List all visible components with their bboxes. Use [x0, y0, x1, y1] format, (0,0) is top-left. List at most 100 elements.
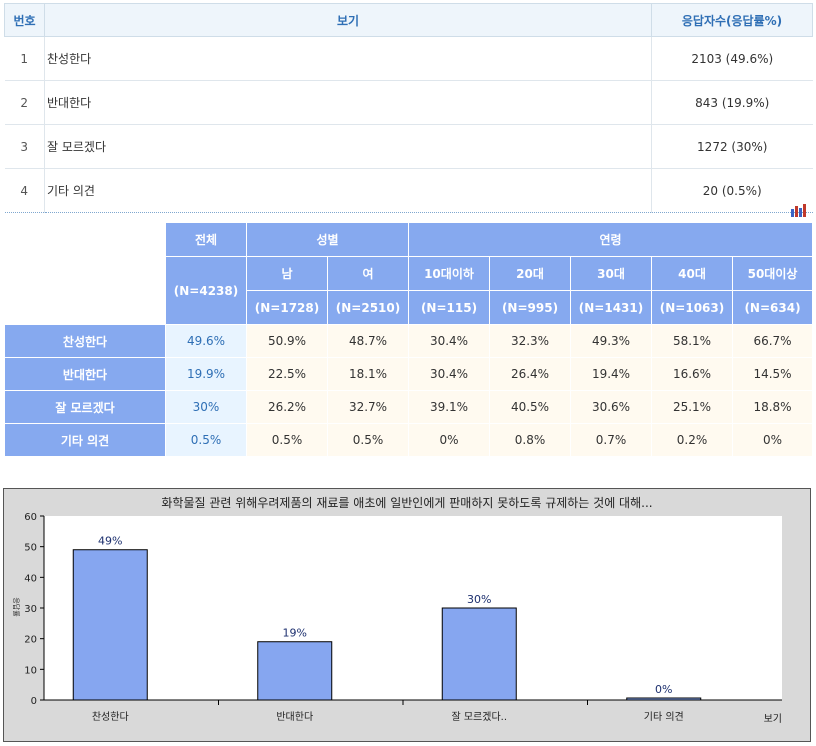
cell-total: 30% — [165, 390, 247, 424]
col-n: (N=995) — [489, 290, 571, 325]
survey-table-header: 번호 보기 응답자수(응답률%) — [4, 3, 813, 37]
col-n: (N=1063) — [651, 290, 733, 325]
row-option: 찬성한다 — [44, 36, 652, 81]
bar-data-label: 30% — [467, 593, 491, 606]
bar-chart: 화학물질 관련 위해우려제품의 재료를 애초에 일반인에게 판매하지 못하도록 … — [12, 496, 782, 725]
cell: 30.4% — [408, 324, 490, 358]
row-option: 반대한다 — [44, 80, 652, 125]
x-tick-label: 잘 모르겠다.. — [451, 711, 507, 723]
cell-total: 0.5% — [165, 423, 247, 457]
table-row: 3 잘 모르겠다 1272 (30%) — [4, 124, 813, 169]
x-tick-label: 찬성한다 — [92, 711, 129, 723]
col-label: 20대 — [489, 256, 571, 291]
y-tick-label: 60 — [24, 512, 37, 523]
row-label: 반대한다 — [4, 357, 166, 391]
crosstab-row: 잘 모르겠다 30% 26.2% 32.7% 39.1% 40.5% 30.6%… — [4, 390, 814, 424]
cell: 0% — [731, 423, 814, 457]
row-option: 기타 의견 — [44, 168, 652, 213]
crosstab-row: 반대한다 19.9% 22.5% 18.1% 30.4% 26.4% 19.4%… — [4, 357, 814, 391]
cell: 58.1% — [651, 324, 733, 358]
row-label: 기타 의견 — [4, 423, 166, 457]
cell: 25.1% — [651, 390, 733, 424]
table-row: 4 기타 의견 20 (0.5%) — [4, 168, 813, 213]
y-axis-label: 응답률 — [12, 597, 21, 617]
col-n: (N=1728) — [246, 290, 328, 325]
cell: 19.4% — [570, 357, 652, 391]
y-tick-label: 10 — [24, 665, 37, 676]
cell: 22.5% — [246, 357, 328, 391]
cell: 50.9% — [246, 324, 328, 358]
bar — [626, 697, 702, 701]
y-tick-label: 50 — [24, 543, 37, 554]
row-number: 4 — [4, 168, 45, 213]
cell-total: 19.9% — [165, 357, 247, 391]
col-label: 10대이하 — [408, 256, 490, 291]
table-row: 1 찬성한다 2103 (49.6%) — [4, 36, 813, 81]
cell: 49.3% — [570, 324, 652, 358]
bar-data-label: 19% — [283, 627, 307, 640]
cell: 0.5% — [246, 423, 328, 457]
bar-chart-icon[interactable] — [790, 203, 808, 217]
bar — [72, 549, 148, 701]
cell: 48.7% — [327, 324, 409, 358]
row-count: 20 (0.5%) — [651, 168, 813, 213]
cell: 0.7% — [570, 423, 652, 457]
total-header: 전체 — [165, 222, 247, 257]
cell: 39.1% — [408, 390, 490, 424]
col-label: 40대 — [651, 256, 733, 291]
row-number: 2 — [4, 80, 45, 125]
row-number: 3 — [4, 124, 45, 169]
bar-data-label: 49% — [98, 535, 122, 548]
cell: 18.1% — [327, 357, 409, 391]
cell: 18.8% — [731, 390, 814, 424]
age-header: 연령 — [407, 222, 814, 257]
col-label: 여 — [327, 256, 409, 291]
cell: 30.4% — [408, 357, 490, 391]
cell: 0% — [408, 423, 490, 457]
col-n: (N=1431) — [570, 290, 652, 325]
col-n: (N=634) — [731, 290, 814, 325]
crosstab-table: 전체 성별 연령 (N=4238) 남 여 10대이하 20대 30대 40대 … — [4, 222, 814, 457]
bar — [441, 607, 517, 701]
chart-title: 화학물질 관련 위해우려제품의 재료를 애초에 일반인에게 판매하지 못하도록 … — [161, 496, 652, 510]
header-count: 응답자수(응답률%) — [651, 3, 813, 37]
row-count: 843 (19.9%) — [651, 80, 813, 125]
cell: 0.5% — [327, 423, 409, 457]
x-tick-label: 기타 의견 — [644, 711, 684, 723]
cell: 32.7% — [327, 390, 409, 424]
row-label: 잘 모르겠다 — [4, 390, 166, 424]
plot-area — [44, 516, 782, 700]
survey-result-table: 번호 보기 응답자수(응답률%) 1 찬성한다 2103 (49.6%) 2 반… — [4, 3, 813, 213]
cell: 32.3% — [489, 324, 571, 358]
cell: 40.5% — [489, 390, 571, 424]
cell: 0.8% — [489, 423, 571, 457]
table-row: 2 반대한다 843 (19.9%) — [4, 80, 813, 125]
cell: 30.6% — [570, 390, 652, 424]
y-tick-label: 20 — [24, 635, 37, 646]
y-tick-label: 40 — [24, 573, 37, 584]
col-n: (N=2510) — [327, 290, 409, 325]
header-option: 보기 — [44, 3, 652, 37]
col-label: 남 — [246, 256, 328, 291]
chart-bars — [72, 549, 702, 701]
crosstab-row: 기타 의견 0.5% 0.5% 0.5% 0% 0.8% 0.7% 0.2% 0… — [4, 423, 814, 457]
col-n: (N=115) — [408, 290, 490, 325]
row-label: 찬성한다 — [4, 324, 166, 358]
cell: 14.5% — [731, 357, 814, 391]
col-label: 50대이상 — [731, 256, 814, 291]
x-axis-label: 보기 — [764, 713, 782, 725]
crosstab-row: 찬성한다 49.6% 50.9% 48.7% 30.4% 32.3% 49.3%… — [4, 324, 814, 358]
row-count: 2103 (49.6%) — [651, 36, 813, 81]
x-tick-label: 반대한다 — [276, 711, 313, 723]
col-label: 30대 — [570, 256, 652, 291]
gender-header: 성별 — [246, 222, 409, 257]
header-number: 번호 — [4, 3, 45, 37]
cell: 0.2% — [651, 423, 733, 457]
row-number: 1 — [4, 36, 45, 81]
cell-total: 49.6% — [165, 324, 247, 358]
cell: 16.6% — [651, 357, 733, 391]
y-tick-label: 30 — [24, 604, 37, 615]
row-count: 1272 (30%) — [651, 124, 813, 169]
cell: 26.4% — [489, 357, 571, 391]
row-option: 잘 모르겠다 — [44, 124, 652, 169]
